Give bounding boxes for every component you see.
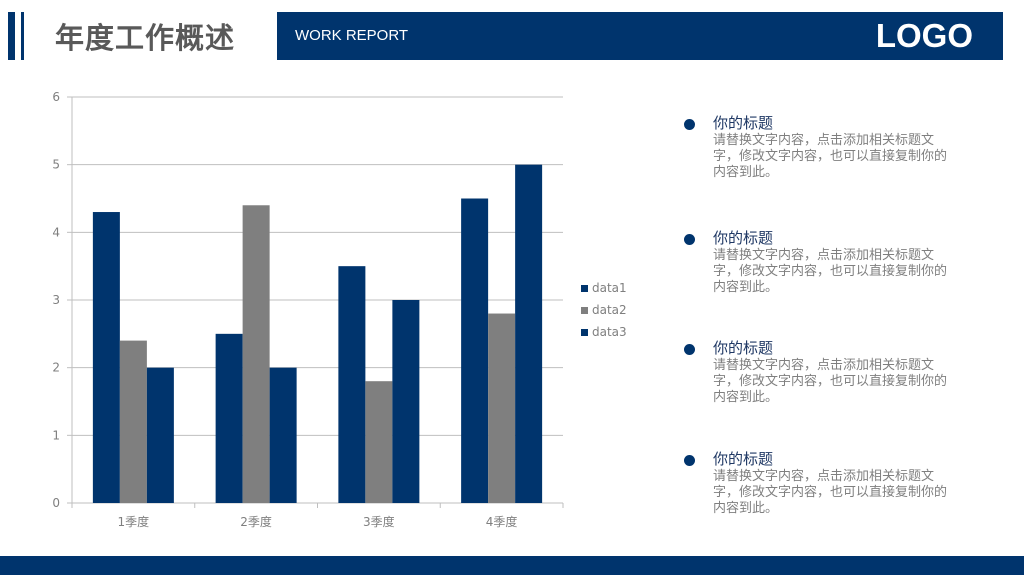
legend-swatch — [581, 329, 588, 336]
legend-swatch — [581, 285, 588, 292]
y-tick-label: 1 — [52, 428, 60, 442]
logo: LOGO — [875, 17, 973, 54]
item-body: 请替换文字内容，点击添加相关标题文字，修改文字内容，也可以直接复制你的内容到此。 — [713, 133, 948, 180]
page-subtitle: WORK REPORT — [295, 27, 409, 44]
bar-data2 — [119, 340, 147, 503]
y-tick-label: 0 — [52, 496, 60, 510]
item-title: 你的标题 — [713, 229, 774, 247]
bar-data1 — [461, 198, 489, 503]
legend-label: data1 — [592, 281, 627, 295]
bullet-icon — [684, 119, 695, 130]
item-title: 你的标题 — [713, 450, 774, 468]
item-body: 请替换文字内容，点击添加相关标题文字，修改文字内容，也可以直接复制你的内容到此。 — [713, 248, 948, 295]
legend-swatch — [581, 307, 588, 314]
bullet-icon — [684, 455, 695, 466]
x-tick-label: 1季度 — [118, 514, 150, 529]
bullet-icon — [684, 344, 695, 355]
header-band: WORK REPORT LOGO — [277, 12, 1003, 60]
bar-data3 — [146, 367, 174, 503]
footer-band — [0, 556, 1024, 575]
legend-label: data2 — [592, 303, 627, 317]
bar-data1 — [215, 333, 243, 503]
header-accent-bar-thin — [21, 12, 24, 60]
y-tick-label: 2 — [52, 361, 60, 375]
bar-data2 — [488, 313, 516, 503]
bar-data2 — [365, 381, 393, 503]
bar-data1 — [338, 266, 366, 503]
y-tick-label: 6 — [52, 90, 60, 104]
item-title: 你的标题 — [713, 114, 774, 132]
item-body: 请替换文字内容，点击添加相关标题文字，修改文字内容，也可以直接复制你的内容到此。 — [713, 469, 948, 516]
item-body: 请替换文字内容，点击添加相关标题文字，修改文字内容，也可以直接复制你的内容到此。 — [713, 358, 948, 405]
bar-chart: 0 1 2 3 4 5 6 1季度 2季度 3季度 4季度 data1 data2 data3 — [52, 90, 627, 529]
bar-data3 — [515, 164, 543, 503]
page-title: 年度工作概述 — [55, 21, 236, 55]
header-accent-bar — [8, 12, 15, 60]
x-tick-label: 4季度 — [486, 514, 518, 529]
bar-data3 — [392, 300, 420, 503]
legend-label: data3 — [592, 325, 627, 339]
x-tick-label: 3季度 — [363, 514, 395, 529]
bar-data2 — [242, 205, 270, 503]
y-tick-label: 3 — [52, 293, 60, 307]
x-tick-label: 2季度 — [240, 514, 272, 529]
y-tick-label: 5 — [52, 158, 60, 172]
bullet-icon — [684, 234, 695, 245]
y-tick-label: 4 — [52, 225, 60, 239]
bar-data1 — [92, 212, 120, 504]
bar-data3 — [269, 367, 297, 503]
item-title: 你的标题 — [713, 339, 774, 357]
